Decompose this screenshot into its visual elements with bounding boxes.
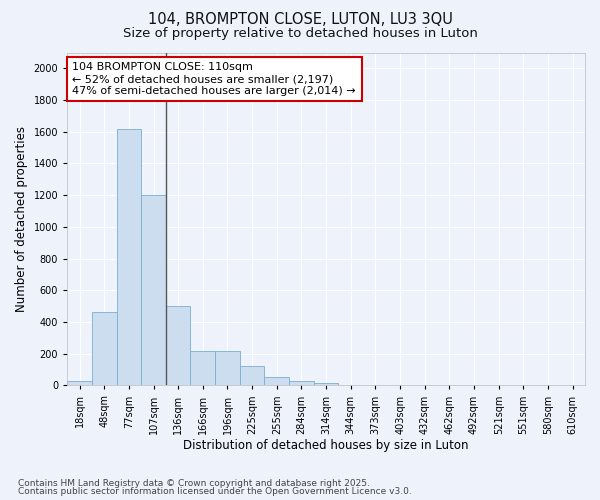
Text: Contains HM Land Registry data © Crown copyright and database right 2025.: Contains HM Land Registry data © Crown c… xyxy=(18,478,370,488)
Bar xyxy=(215,352,240,386)
Y-axis label: Number of detached properties: Number of detached properties xyxy=(15,126,28,312)
Bar xyxy=(116,128,141,386)
Text: 104 BROMPTON CLOSE: 110sqm
← 52% of detached houses are smaller (2,197)
47% of s: 104 BROMPTON CLOSE: 110sqm ← 52% of deta… xyxy=(73,62,356,96)
Text: 104, BROMPTON CLOSE, LUTON, LU3 3QU: 104, BROMPTON CLOSE, LUTON, LU3 3QU xyxy=(148,12,452,28)
Bar xyxy=(289,382,314,386)
Bar xyxy=(314,383,338,386)
Bar xyxy=(190,352,215,386)
Bar xyxy=(265,378,289,386)
Text: Size of property relative to detached houses in Luton: Size of property relative to detached ho… xyxy=(122,28,478,40)
Bar xyxy=(67,380,92,386)
X-axis label: Distribution of detached houses by size in Luton: Distribution of detached houses by size … xyxy=(184,440,469,452)
Text: Contains public sector information licensed under the Open Government Licence v3: Contains public sector information licen… xyxy=(18,487,412,496)
Bar xyxy=(166,306,190,386)
Bar xyxy=(141,195,166,386)
Bar xyxy=(92,312,116,386)
Bar xyxy=(240,366,265,386)
